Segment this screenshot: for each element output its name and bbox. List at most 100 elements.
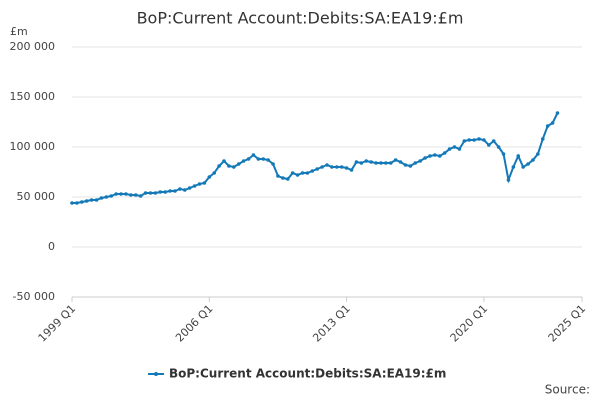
data-point — [418, 159, 422, 163]
data-point — [388, 161, 393, 165]
data-point — [158, 190, 163, 194]
data-point — [153, 191, 158, 195]
data-point — [202, 181, 207, 185]
data-point — [516, 154, 521, 158]
data-point — [540, 137, 545, 141]
data-point — [305, 171, 310, 175]
data-point — [325, 163, 329, 167]
data-point — [266, 158, 270, 162]
data-point — [369, 160, 373, 164]
y-tick-label: -50 000 — [13, 290, 55, 303]
x-tick-label: 2025 Q1 — [546, 302, 589, 345]
data-point — [555, 111, 560, 115]
data-point — [104, 195, 109, 199]
data-point — [300, 171, 305, 175]
chart-title: BoP:Current Account:Debits:SA:EA19:£m — [137, 9, 464, 28]
data-point — [550, 121, 555, 125]
data-point — [138, 194, 143, 198]
data-point — [178, 187, 182, 191]
data-point — [163, 190, 167, 194]
data-point — [374, 161, 378, 165]
data-point — [75, 201, 79, 205]
data-point — [447, 147, 452, 151]
data-point — [133, 193, 138, 197]
data-point — [271, 162, 275, 166]
data-point — [403, 163, 408, 167]
data-point — [212, 171, 217, 175]
data-point — [241, 159, 246, 163]
data-point — [545, 124, 550, 128]
data-point — [187, 186, 192, 190]
data-point — [442, 151, 447, 155]
source: Source: — [545, 383, 590, 397]
data-point — [276, 174, 280, 178]
data-point — [173, 189, 177, 193]
data-point — [354, 160, 359, 164]
series-line — [72, 112, 559, 204]
data-point — [511, 165, 516, 169]
data-point — [349, 168, 354, 172]
data-point — [457, 147, 462, 151]
data-point — [217, 164, 221, 168]
data-point — [491, 139, 496, 143]
data-point — [315, 167, 319, 171]
data-point — [109, 194, 114, 198]
data-point — [261, 157, 266, 161]
data-point — [384, 161, 388, 165]
data-point — [506, 178, 511, 182]
y-tick-label: 0 — [48, 240, 55, 253]
legend: BoP:Current Account:Debits:SA:EA19:£m — [148, 367, 446, 381]
data-point — [531, 158, 535, 162]
y-tick-label: 100 000 — [10, 140, 56, 153]
data-point — [467, 138, 472, 142]
data-point — [246, 157, 251, 161]
data-point — [182, 188, 187, 192]
data-point — [462, 139, 467, 143]
data-point — [536, 152, 540, 156]
x-tick-label: 1999 Q1 — [36, 302, 79, 345]
data-point — [335, 165, 339, 169]
data-point — [413, 161, 418, 165]
x-tick-label: 2013 Q1 — [310, 302, 353, 345]
x-tick-label: 2006 Q1 — [173, 302, 216, 345]
data-point — [222, 159, 226, 163]
data-point — [423, 156, 427, 160]
data-point — [80, 200, 84, 204]
data-point — [482, 138, 486, 142]
data-point — [501, 152, 506, 156]
y-axis-label: £m — [10, 25, 28, 38]
data-point — [364, 159, 369, 163]
data-point — [94, 198, 99, 202]
data-point — [521, 165, 525, 169]
y-tick-label: 200 000 — [10, 40, 56, 53]
y-tick-label: 150 000 — [10, 90, 56, 103]
data-point — [251, 153, 256, 157]
y-tick-label: 50 000 — [17, 190, 56, 203]
data-point — [281, 176, 285, 180]
data-point — [192, 184, 197, 188]
data-point — [168, 189, 172, 193]
data-point — [526, 162, 530, 166]
data-point — [256, 157, 261, 161]
legend-marker — [154, 372, 158, 376]
data-point — [359, 161, 364, 165]
data-point — [207, 175, 212, 179]
data-point — [143, 191, 148, 195]
x-tick-label: 2020 Q1 — [448, 302, 491, 345]
data-point — [472, 138, 476, 142]
data-point — [124, 192, 128, 196]
data-point — [70, 201, 74, 205]
data-point — [428, 154, 432, 158]
data-point — [99, 196, 104, 200]
data-point — [496, 145, 501, 149]
data-point — [379, 161, 383, 165]
legend-label: BoP:Current Account:Debits:SA:EA19:£m — [169, 367, 446, 381]
data-point — [398, 160, 403, 164]
data-point — [84, 199, 89, 203]
data-point — [285, 177, 290, 181]
data-point — [487, 143, 491, 147]
data-point — [437, 154, 442, 158]
data-point — [89, 198, 94, 202]
data-point — [477, 137, 481, 141]
